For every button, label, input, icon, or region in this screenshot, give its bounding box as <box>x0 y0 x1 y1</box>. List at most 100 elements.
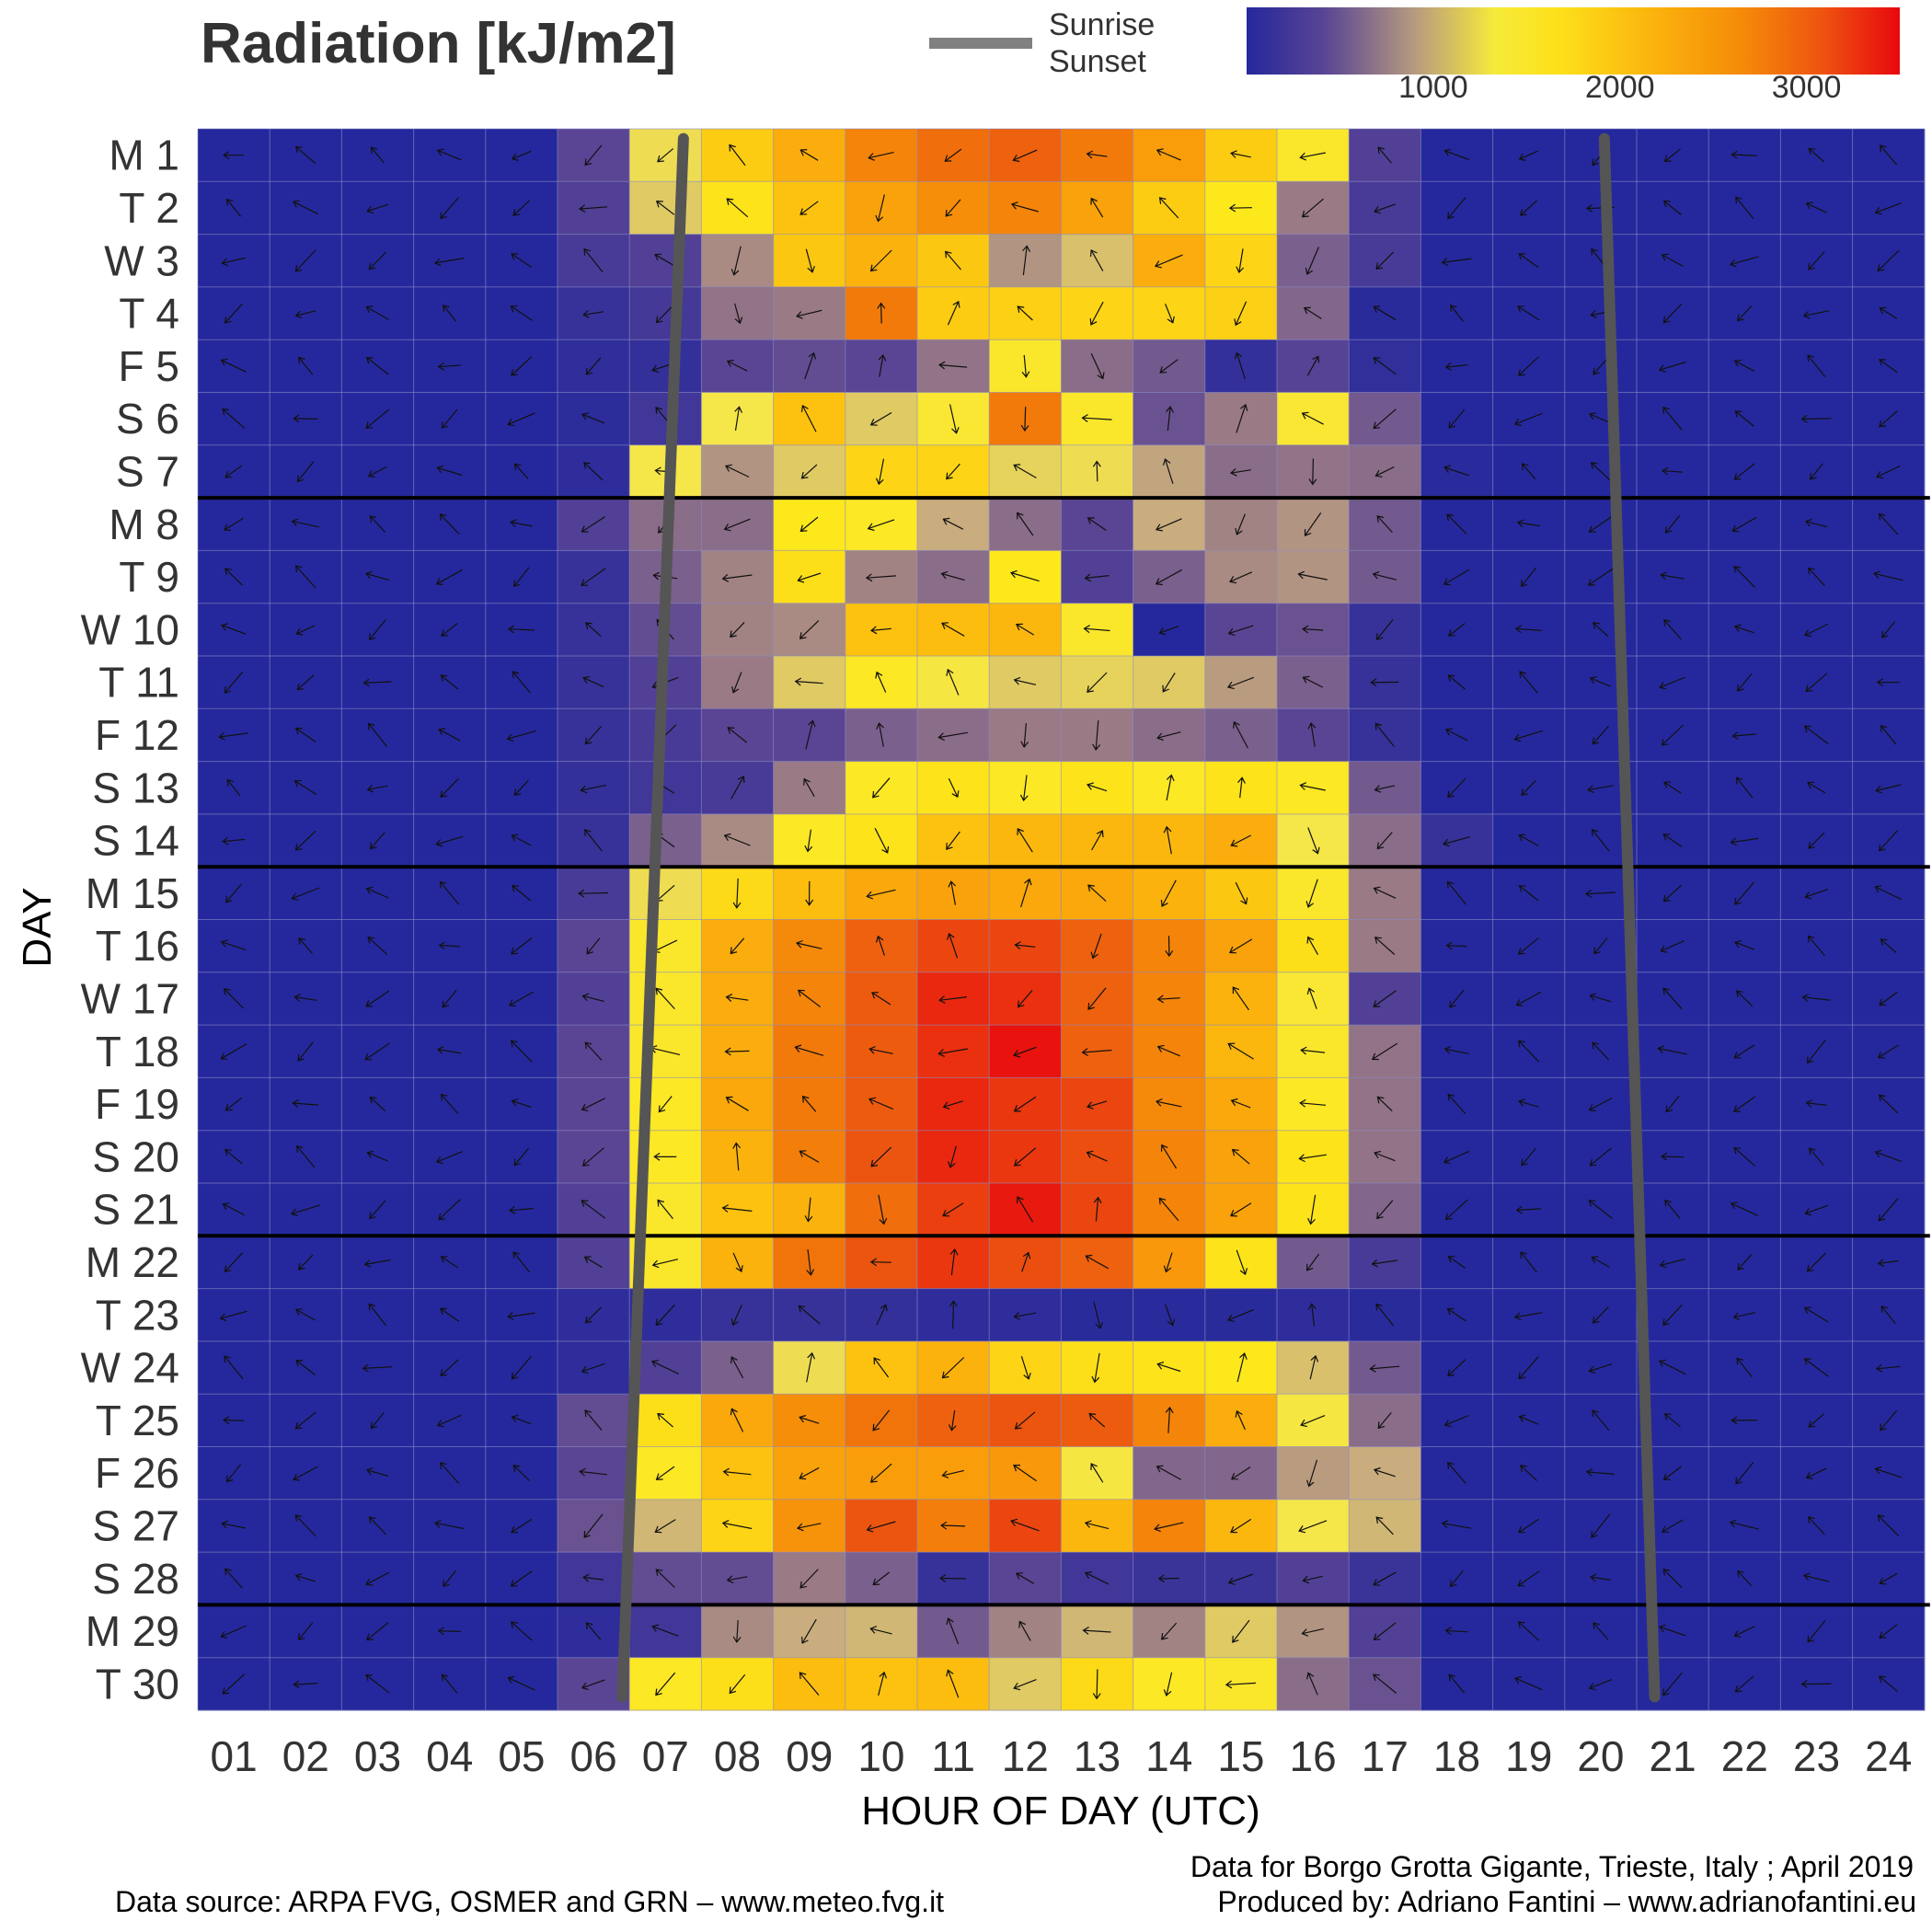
wind-arrow-icon <box>1517 937 1539 955</box>
wind-arrow-icon <box>224 568 243 586</box>
wind-arrow-icon <box>1808 1413 1825 1428</box>
wind-arrow-icon <box>1377 1412 1392 1430</box>
x-tick-label: 15 <box>1217 1732 1264 1780</box>
wind-arrow-icon <box>439 1307 459 1322</box>
wind-arrow-icon <box>1017 512 1034 536</box>
wind-arrow-icon <box>294 565 316 589</box>
wind-arrow-icon <box>1520 1465 1537 1481</box>
wind-arrow-icon <box>1087 884 1107 903</box>
wind-arrow-icon <box>799 149 819 161</box>
wind-arrow-icon <box>224 1252 244 1272</box>
wind-arrow-icon <box>875 458 885 486</box>
wind-arrow-icon <box>1444 728 1468 742</box>
wind-arrow-icon <box>1298 1154 1327 1163</box>
wind-arrow-icon <box>1373 1673 1397 1694</box>
wind-arrow-icon <box>1734 1675 1754 1693</box>
wind-arrow-icon <box>507 1675 535 1691</box>
wind-arrow-icon <box>583 247 604 273</box>
wind-arrow-icon <box>1731 150 1758 159</box>
wind-arrow-icon <box>651 1259 679 1269</box>
wind-arrow-icon <box>1805 673 1828 693</box>
wind-arrow-icon <box>1809 463 1823 480</box>
wind-arrow-icon <box>511 937 533 955</box>
wind-arrow-icon <box>511 356 533 376</box>
wind-arrow-icon <box>1013 676 1037 685</box>
wind-arrow-icon <box>655 1672 676 1696</box>
wind-arrow-icon <box>1873 570 1903 581</box>
x-axis-title: HOUR OF DAY (UTC) <box>861 1788 1259 1834</box>
wind-arrow-icon <box>1731 516 1757 533</box>
wind-arrow-icon <box>1658 361 1686 373</box>
x-tick-label: 08 <box>714 1732 761 1780</box>
wind-arrow-icon <box>1091 830 1104 851</box>
wind-arrow-icon <box>1447 674 1466 690</box>
wind-arrow-icon <box>368 1516 386 1535</box>
wind-arrow-icon <box>363 1259 391 1268</box>
wind-arrow-icon <box>805 719 816 750</box>
wind-arrow-icon <box>507 1312 535 1321</box>
wind-arrow-icon <box>948 1145 957 1168</box>
wind-arrow-icon <box>1733 1044 1755 1059</box>
wind-arrow-icon <box>1307 722 1317 747</box>
wind-arrow-icon <box>1373 408 1397 430</box>
y-tick-label: T 4 <box>119 290 179 338</box>
wind-arrow-icon <box>295 1359 316 1376</box>
wind-arrow-icon <box>1373 357 1397 375</box>
wind-arrow-icon <box>1663 1413 1681 1428</box>
wind-arrow-icon <box>797 572 822 583</box>
wind-arrow-icon <box>1735 990 1754 1007</box>
wind-arrow-icon <box>1020 407 1029 432</box>
wind-arrow-icon <box>1373 1622 1397 1640</box>
wind-arrow-icon <box>1163 1252 1173 1273</box>
wind-arrow-icon <box>1448 1673 1466 1694</box>
wind-arrow-icon <box>1156 995 1180 1004</box>
y-tick-label: M 8 <box>109 500 179 548</box>
wind-arrow-icon <box>1518 150 1538 161</box>
wind-arrow-icon <box>1447 1359 1466 1377</box>
wind-arrow-icon <box>1090 933 1102 960</box>
wind-arrow-icon <box>1875 1363 1901 1373</box>
wind-arrow-icon <box>370 146 385 164</box>
wind-arrow-icon <box>1880 724 1897 745</box>
wind-arrow-icon <box>1808 251 1825 270</box>
wind-arrow-icon <box>1804 518 1828 528</box>
wind-arrow-icon <box>1230 1466 1251 1480</box>
x-tick-label: 13 <box>1074 1732 1121 1780</box>
wind-arrow-icon <box>1878 1198 1899 1222</box>
wind-arrow-icon <box>1589 1147 1612 1167</box>
wind-arrow-icon <box>939 1574 967 1582</box>
wind-arrow-icon <box>1878 830 1899 852</box>
wind-arrow-icon <box>1082 1626 1111 1635</box>
wind-arrow-icon <box>1017 1196 1034 1223</box>
wind-arrow-icon <box>1730 1202 1759 1216</box>
wind-arrow-icon <box>291 887 320 901</box>
x-tick-label: 18 <box>1433 1732 1480 1780</box>
wind-arrow-icon <box>440 674 459 690</box>
colorbar <box>1247 7 1900 75</box>
wind-arrow-icon <box>585 622 602 638</box>
wind-arrow-icon <box>222 1202 245 1216</box>
wind-arrow-icon <box>226 778 241 797</box>
wind-arrow-icon <box>878 1194 888 1225</box>
wind-arrow-icon <box>1729 256 1759 268</box>
wind-arrow-icon <box>1447 777 1466 799</box>
wind-arrow-icon <box>1662 1304 1683 1326</box>
wind-arrow-icon <box>795 939 822 949</box>
wind-arrow-icon <box>869 626 891 635</box>
wind-arrow-icon <box>1729 1519 1759 1530</box>
wind-arrow-icon <box>581 993 604 1002</box>
wind-arrow-icon <box>1803 725 1829 745</box>
wind-arrow-icon <box>1020 722 1029 748</box>
wind-arrow-icon <box>1521 779 1536 796</box>
wind-arrow-icon <box>295 625 316 636</box>
wind-arrow-icon <box>1087 672 1108 694</box>
y-tick-label: S 14 <box>92 817 179 865</box>
wind-arrow-icon <box>1737 1570 1753 1587</box>
wind-arrow-icon <box>441 408 458 430</box>
wind-arrow-icon <box>1879 306 1898 319</box>
wind-arrow-icon <box>1876 678 1900 687</box>
wind-arrow-icon <box>1156 731 1181 742</box>
wind-arrow-icon <box>655 200 675 215</box>
wind-arrow-icon <box>1084 1571 1110 1585</box>
wind-arrow-icon <box>220 939 247 951</box>
